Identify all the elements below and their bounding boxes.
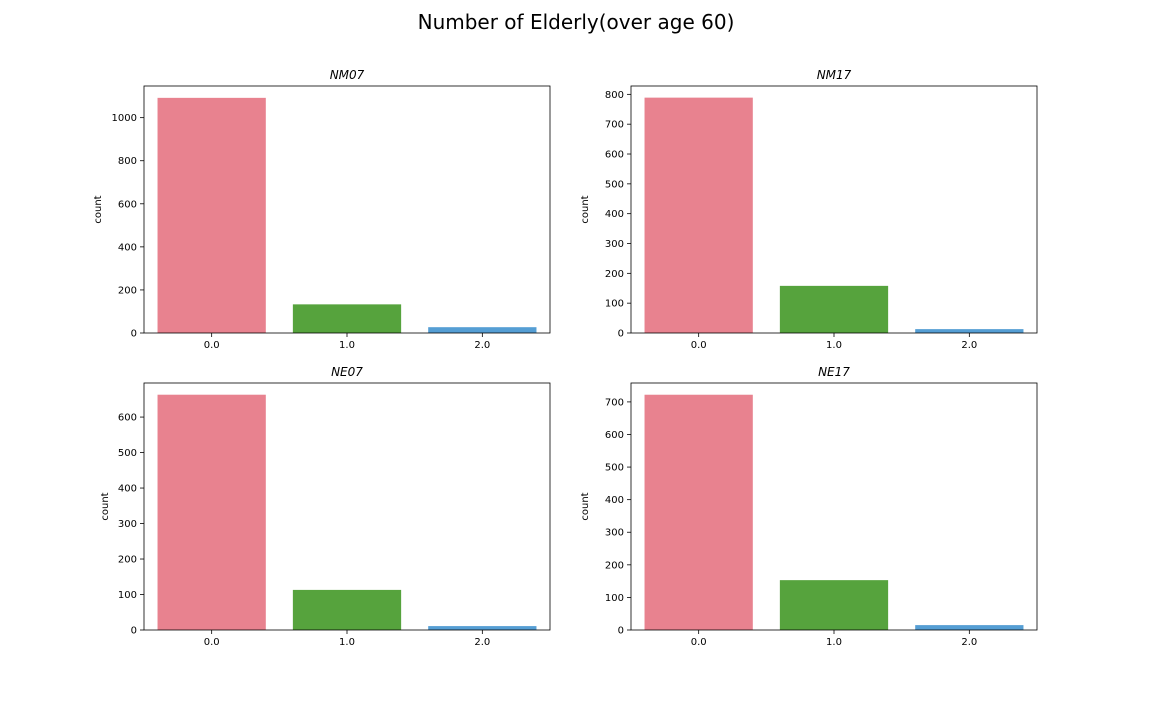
y-tick-label: 500 xyxy=(118,448,137,459)
y-axis-label: count xyxy=(100,492,111,520)
x-tick-label: 0.0 xyxy=(204,637,220,648)
bar xyxy=(915,625,1024,630)
subplot-title: NE07 xyxy=(331,365,363,379)
y-tick-label: 800 xyxy=(605,90,624,101)
y-tick-label: 100 xyxy=(605,299,624,310)
bar xyxy=(644,97,753,333)
y-axis-label: count xyxy=(580,492,591,520)
y-tick-label: 1000 xyxy=(112,113,137,124)
y-tick-label: 700 xyxy=(605,397,624,408)
y-tick-label: 800 xyxy=(118,156,137,167)
subplot-1: 0 200 400 600 800 1000 0.0 1.0 2.0 count NM07 xyxy=(93,68,551,351)
y-tick-label: 0 xyxy=(131,626,137,637)
bar xyxy=(779,580,889,630)
bar xyxy=(915,329,1024,333)
y-tick-label: 500 xyxy=(605,463,624,474)
y-tick-label: 200 xyxy=(605,560,624,571)
y-tick-label: 600 xyxy=(605,430,624,441)
y-tick-label: 200 xyxy=(118,285,137,296)
x-tick-label: 0.0 xyxy=(204,340,220,351)
subplot-2: 0 100 200 300 400 500 600 700 800 0.0 1.0 2.0 count N… xyxy=(580,68,1038,351)
x-tick-label: 2.0 xyxy=(474,340,490,351)
y-tick-label: 600 xyxy=(605,150,624,161)
x-tick-label: 1.0 xyxy=(826,340,842,351)
y-tick-label: 100 xyxy=(118,590,137,601)
y-tick-label: 400 xyxy=(118,484,137,495)
bar xyxy=(157,394,266,630)
y-tick-label: 600 xyxy=(118,413,137,424)
y-tick-label: 0 xyxy=(618,626,624,637)
bar xyxy=(428,626,537,630)
bar xyxy=(644,394,753,630)
y-tick-label: 400 xyxy=(605,209,624,220)
x-tick-label: 1.0 xyxy=(826,637,842,648)
y-tick-label: 500 xyxy=(605,179,624,190)
x-tick-label: 1.0 xyxy=(339,340,355,351)
y-tick-label: 400 xyxy=(118,242,137,253)
y-tick-label: 200 xyxy=(605,269,624,280)
y-tick-label: 300 xyxy=(605,239,624,250)
y-tick-label: 100 xyxy=(605,593,624,604)
y-tick-label: 400 xyxy=(605,495,624,506)
y-axis-label: count xyxy=(580,195,591,223)
bar xyxy=(779,285,889,333)
x-tick-label: 2.0 xyxy=(474,637,490,648)
y-tick-label: 0 xyxy=(618,329,624,340)
y-tick-label: 200 xyxy=(118,555,137,566)
x-tick-label: 2.0 xyxy=(961,637,977,648)
x-tick-label: 0.0 xyxy=(691,340,707,351)
subplot-title: NM17 xyxy=(817,68,852,82)
bar xyxy=(428,327,537,333)
subplot-4: 0 100 200 300 400 500 600 700 0.0 1.0 2.0 count NE17 xyxy=(580,365,1038,648)
x-tick-label: 2.0 xyxy=(961,340,977,351)
y-tick-label: 700 xyxy=(605,120,624,131)
y-axis-label: count xyxy=(93,195,104,223)
x-tick-label: 1.0 xyxy=(339,637,355,648)
bar xyxy=(157,97,266,334)
y-tick-label: 0 xyxy=(131,329,137,340)
bar xyxy=(292,589,402,630)
y-tick-label: 300 xyxy=(118,519,137,530)
subplot-3: 0 100 200 300 400 500 600 0.0 1.0 2.0 count NE07 xyxy=(100,365,551,648)
figure-title: Number of Elderly(over age 60) xyxy=(417,10,735,34)
subplot-title: NM07 xyxy=(330,68,365,82)
y-tick-label: 600 xyxy=(118,199,137,210)
y-tick-label: 300 xyxy=(605,528,624,539)
subplot-title: NE17 xyxy=(818,365,850,379)
x-tick-label: 0.0 xyxy=(691,637,707,648)
bar xyxy=(292,304,402,333)
